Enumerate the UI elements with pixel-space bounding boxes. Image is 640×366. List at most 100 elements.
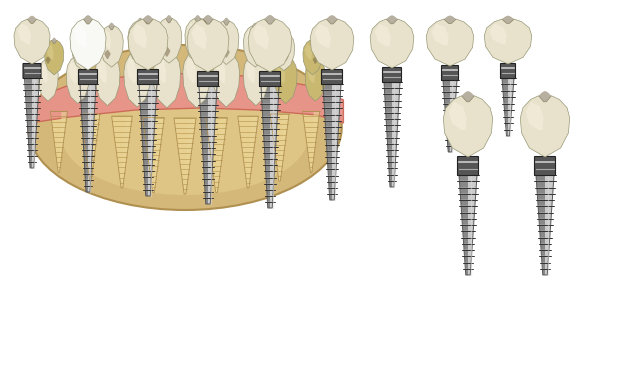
Polygon shape (305, 60, 326, 101)
Polygon shape (248, 116, 259, 188)
Polygon shape (143, 117, 164, 193)
Polygon shape (275, 36, 284, 54)
Polygon shape (525, 102, 544, 130)
Polygon shape (188, 23, 197, 44)
FancyBboxPatch shape (442, 66, 458, 81)
Polygon shape (387, 15, 397, 24)
Polygon shape (156, 57, 166, 83)
Polygon shape (459, 175, 468, 275)
Polygon shape (276, 61, 285, 83)
Polygon shape (97, 59, 107, 83)
Ellipse shape (61, 75, 308, 195)
FancyBboxPatch shape (383, 67, 401, 82)
Polygon shape (307, 64, 315, 83)
Polygon shape (270, 114, 289, 181)
Polygon shape (310, 19, 354, 70)
Polygon shape (283, 53, 289, 61)
Polygon shape (139, 84, 148, 196)
Polygon shape (461, 91, 474, 102)
Polygon shape (238, 116, 259, 188)
Polygon shape (264, 15, 276, 24)
Polygon shape (313, 56, 318, 64)
Polygon shape (88, 84, 96, 192)
Polygon shape (80, 84, 88, 192)
Polygon shape (143, 15, 153, 24)
Polygon shape (248, 19, 292, 72)
Polygon shape (536, 175, 545, 275)
FancyBboxPatch shape (79, 70, 97, 85)
Polygon shape (538, 91, 552, 102)
Polygon shape (156, 18, 182, 63)
Polygon shape (75, 53, 81, 61)
FancyBboxPatch shape (198, 71, 218, 86)
Polygon shape (124, 52, 150, 107)
Polygon shape (72, 33, 93, 71)
Polygon shape (375, 24, 391, 46)
Polygon shape (305, 44, 312, 60)
Polygon shape (102, 30, 111, 49)
Polygon shape (14, 19, 50, 64)
Polygon shape (100, 26, 124, 67)
Polygon shape (253, 24, 269, 49)
Polygon shape (217, 117, 227, 193)
Polygon shape (431, 24, 449, 45)
Polygon shape (274, 56, 297, 104)
Polygon shape (51, 111, 67, 172)
FancyBboxPatch shape (458, 157, 479, 176)
Polygon shape (223, 18, 230, 25)
Polygon shape (166, 15, 172, 23)
Polygon shape (67, 56, 89, 104)
Polygon shape (74, 36, 83, 54)
Polygon shape (273, 33, 294, 71)
Polygon shape (127, 57, 136, 83)
Polygon shape (323, 84, 332, 200)
Polygon shape (104, 50, 111, 59)
Polygon shape (59, 111, 67, 172)
Polygon shape (253, 50, 259, 59)
Polygon shape (81, 114, 100, 181)
Polygon shape (128, 21, 153, 64)
Polygon shape (444, 15, 456, 24)
Polygon shape (384, 82, 392, 187)
Polygon shape (68, 61, 77, 83)
Polygon shape (199, 86, 208, 204)
Polygon shape (303, 111, 319, 172)
Polygon shape (45, 56, 51, 64)
Polygon shape (243, 54, 268, 106)
Polygon shape (186, 57, 196, 83)
Polygon shape (122, 116, 132, 188)
Polygon shape (280, 114, 289, 181)
Polygon shape (30, 73, 344, 123)
Polygon shape (185, 118, 196, 194)
Polygon shape (95, 54, 120, 106)
Polygon shape (545, 175, 554, 275)
Polygon shape (153, 51, 180, 108)
FancyBboxPatch shape (321, 70, 342, 85)
Polygon shape (174, 118, 196, 194)
Polygon shape (449, 102, 467, 130)
Polygon shape (508, 78, 514, 136)
Polygon shape (270, 86, 279, 208)
FancyBboxPatch shape (259, 71, 280, 86)
Polygon shape (489, 23, 507, 44)
Polygon shape (131, 25, 140, 45)
Polygon shape (450, 80, 457, 152)
FancyBboxPatch shape (138, 70, 159, 85)
Polygon shape (91, 114, 100, 181)
Polygon shape (208, 86, 217, 204)
Polygon shape (24, 78, 32, 168)
Polygon shape (484, 19, 532, 64)
Polygon shape (32, 78, 40, 168)
Polygon shape (191, 24, 207, 49)
Polygon shape (303, 40, 322, 75)
Polygon shape (109, 23, 115, 30)
Polygon shape (216, 25, 226, 45)
Polygon shape (193, 46, 200, 57)
FancyBboxPatch shape (500, 63, 515, 78)
Polygon shape (28, 16, 36, 23)
Polygon shape (195, 15, 201, 23)
Polygon shape (38, 60, 58, 101)
Polygon shape (214, 21, 239, 64)
Polygon shape (134, 48, 141, 57)
Polygon shape (111, 116, 132, 188)
